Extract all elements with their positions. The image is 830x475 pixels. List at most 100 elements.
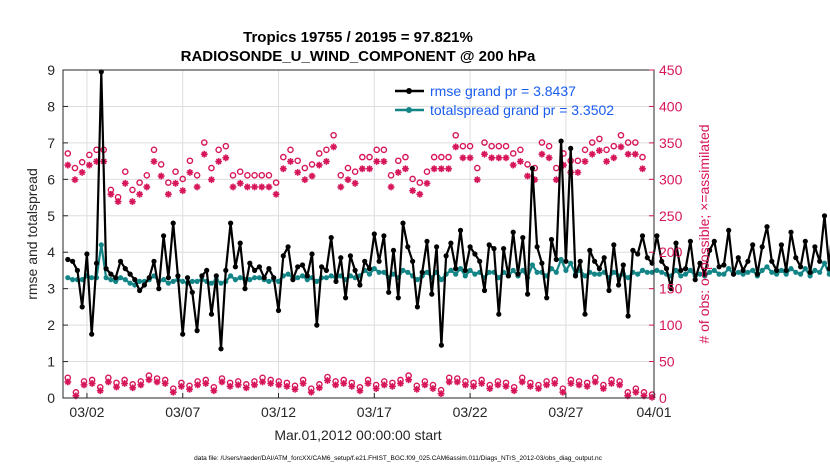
y-left-tick-label: 2 <box>47 317 55 333</box>
rmse-point <box>256 264 262 270</box>
obs-assimilated-marker <box>179 187 187 195</box>
obs-assimilated-marker <box>473 176 481 184</box>
totalspread-point <box>122 277 128 283</box>
obs-assimilated-low-marker <box>462 381 469 389</box>
totalspread-point <box>778 267 785 273</box>
rmse-point <box>304 273 310 279</box>
obs-possible-marker <box>574 157 582 165</box>
rmse-point <box>692 277 698 283</box>
obs-assimilated-marker <box>481 150 488 158</box>
rmse-point <box>180 331 186 337</box>
obs-possible-marker <box>545 142 553 150</box>
rmse-point <box>371 231 377 237</box>
rmse-point <box>419 269 425 275</box>
obs-assimilated-marker <box>150 158 158 165</box>
rmse-point <box>457 227 464 233</box>
rmse-point <box>515 271 521 277</box>
obs-possible-marker <box>502 142 510 150</box>
obs-assimilated-marker <box>114 198 122 205</box>
obs-assimilated-marker <box>488 154 496 162</box>
totalspread-point <box>252 275 258 281</box>
totalspread-point <box>678 273 684 279</box>
rmse-point <box>721 262 727 268</box>
obs-assimilated-marker <box>394 169 402 176</box>
obs-assimilated-marker <box>610 154 618 162</box>
y-left-tick-label: 6 <box>47 171 55 187</box>
totalspread-point <box>553 269 559 275</box>
obs-assimilated-low-marker <box>437 390 445 398</box>
totalspread-point <box>371 266 377 272</box>
totalspread-point <box>529 262 536 268</box>
obs-assimilated-low-marker <box>356 387 364 395</box>
obs-assimilated-low-marker <box>186 385 193 393</box>
rmse-point <box>386 289 392 295</box>
rmse-point <box>467 244 473 250</box>
y-right-tick-label: 350 <box>659 135 683 151</box>
obs-possible-marker <box>373 146 380 154</box>
obs-assimilated-marker <box>588 150 596 158</box>
obs-possible-marker <box>315 150 323 157</box>
obs-assimilated-low-marker <box>194 381 202 389</box>
totalspread-point <box>592 271 598 277</box>
rmse-point <box>572 273 579 279</box>
obs-possible-marker <box>639 153 646 161</box>
obs-assimilated-marker <box>545 154 553 162</box>
totalspread-point <box>759 267 765 273</box>
rmse-point <box>673 240 679 246</box>
totalspread-point <box>563 267 569 273</box>
rmse-point <box>477 258 483 264</box>
y-right-tick-label: 50 <box>659 354 675 370</box>
y-left-tick-label: 5 <box>47 208 55 224</box>
totalspread-point <box>304 277 310 283</box>
totalspread-point <box>448 267 454 273</box>
obs-assimilated-marker <box>330 143 337 151</box>
obs-assimilated-low-marker <box>591 378 599 386</box>
obs-assimilated-marker <box>516 158 524 165</box>
rmse-point <box>687 238 694 244</box>
obs-assimilated-marker <box>229 183 237 191</box>
totalspread-point <box>189 278 195 284</box>
rmse-point <box>788 229 794 235</box>
rmse-point <box>280 253 286 259</box>
obs-assimilated-marker <box>502 154 510 162</box>
obs-possible-marker <box>552 164 560 172</box>
totalspread-point <box>228 273 234 279</box>
rmse-point <box>146 275 152 281</box>
rmse-point <box>443 253 449 259</box>
totalspread-point <box>65 275 71 281</box>
obs-assimilated-marker <box>301 176 309 184</box>
rmse-point <box>520 235 526 241</box>
totalspread-point <box>400 267 406 273</box>
obs-assimilated-low-marker <box>64 378 72 386</box>
obs-assimilated-marker <box>129 198 136 205</box>
obs-assimilated-marker <box>524 172 531 180</box>
rmse-point <box>113 275 119 281</box>
rmse-point <box>395 295 401 301</box>
obs-assimilated-marker <box>445 165 452 173</box>
obs-assimilated-low-marker <box>567 380 575 387</box>
obs-possible-marker <box>308 161 316 168</box>
rmse-point <box>237 240 243 246</box>
rmse-line <box>67 70 830 350</box>
obs-assimilated-low-marker <box>104 378 112 386</box>
rmse-point <box>553 256 559 263</box>
obs-assimilated-marker <box>222 154 230 162</box>
totalspread-point <box>472 271 478 277</box>
y-axis-left-label: rmse and totalspread <box>24 168 40 300</box>
obs-possible-marker <box>438 153 445 161</box>
rmse-point <box>448 240 454 246</box>
rmse-point <box>764 224 770 230</box>
obs-assimilated-low-marker <box>202 380 210 387</box>
obs-assimilated-marker <box>437 165 445 173</box>
rmse-point <box>611 242 617 248</box>
totalspread-point <box>256 275 262 281</box>
obs-assimilated-low-marker <box>275 381 283 389</box>
obs-possible-marker <box>165 179 172 186</box>
obs-possible-marker <box>402 153 409 161</box>
rmse-point <box>376 258 382 264</box>
obs-assimilated-marker <box>351 179 359 187</box>
totalspread-point <box>496 275 502 281</box>
totalspread-point <box>817 269 823 275</box>
rmse-point <box>161 233 167 239</box>
rmse-point <box>285 244 291 250</box>
